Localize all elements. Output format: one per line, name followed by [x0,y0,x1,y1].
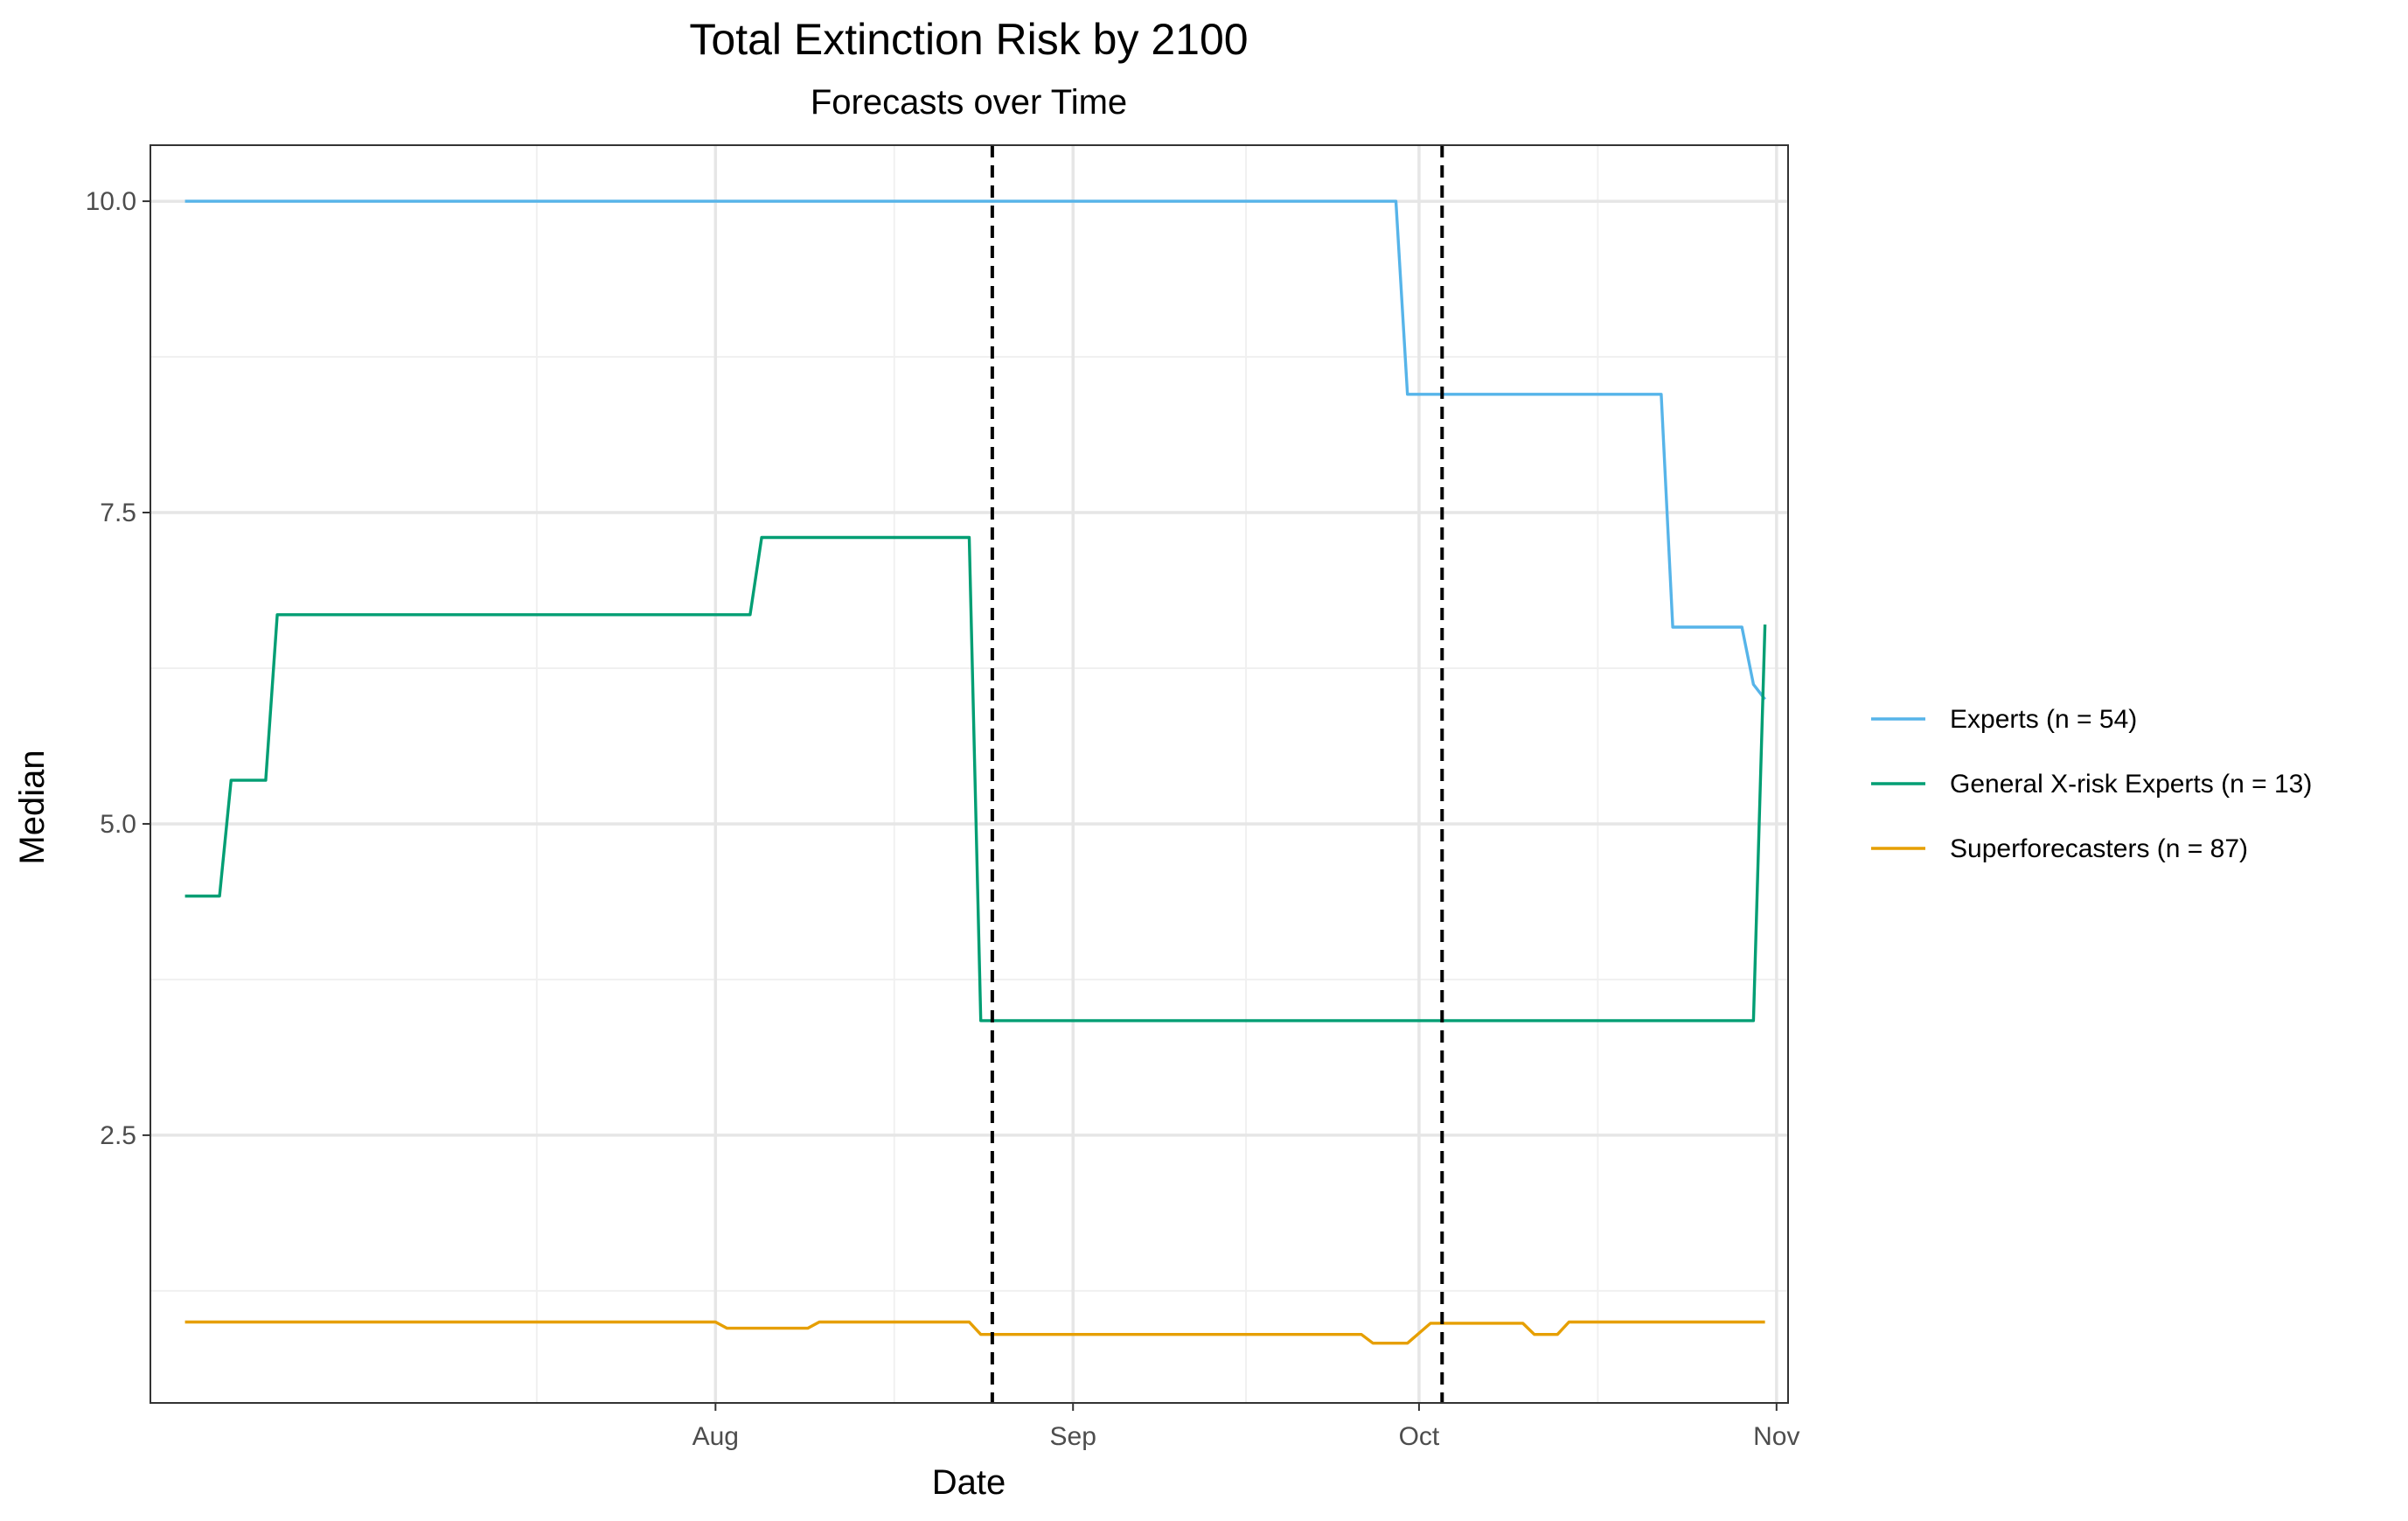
y-tick-label: 10.0 [86,187,136,216]
reference-lines [990,145,1444,1403]
x-tick-label: Oct [1399,1422,1440,1451]
x-tick-label: Aug [692,1422,739,1451]
legend-label-1: General X-risk Experts (n = 13) [1950,770,2312,799]
legend-label-0: Experts (n = 54) [1950,705,2137,734]
series-line-0 [184,199,1766,701]
x-tick-label: Sep [1050,1422,1096,1451]
y-axis-title: Median [13,750,52,864]
series-line-1 [184,535,1767,1022]
x-tick-label: Nov [1753,1422,1799,1451]
grid-layer [150,145,1788,1403]
legend-label-2: Superforecasters (n = 87) [1950,834,2248,863]
axis-layer: 2.5 5.0 7.5 10.0 Aug Sep Oct Nov [86,187,1800,1451]
chart-title: Total Extinction Risk by 2100 [689,15,1248,64]
y-tick-label: 5.0 [100,810,136,839]
series-layer [184,199,1767,1345]
y-tick-label: 2.5 [100,1121,136,1150]
series-line-2 [184,1320,1765,1345]
y-tick-label: 7.5 [100,499,136,527]
plot-panel-background [150,145,1788,1403]
x-axis-title: Date [932,1463,1006,1502]
legend: Experts (n = 54) General X-risk Experts (… [1871,705,2312,863]
plot-panel-border [150,144,1789,1404]
chart-subtitle: Forecasts over Time [811,83,1127,122]
